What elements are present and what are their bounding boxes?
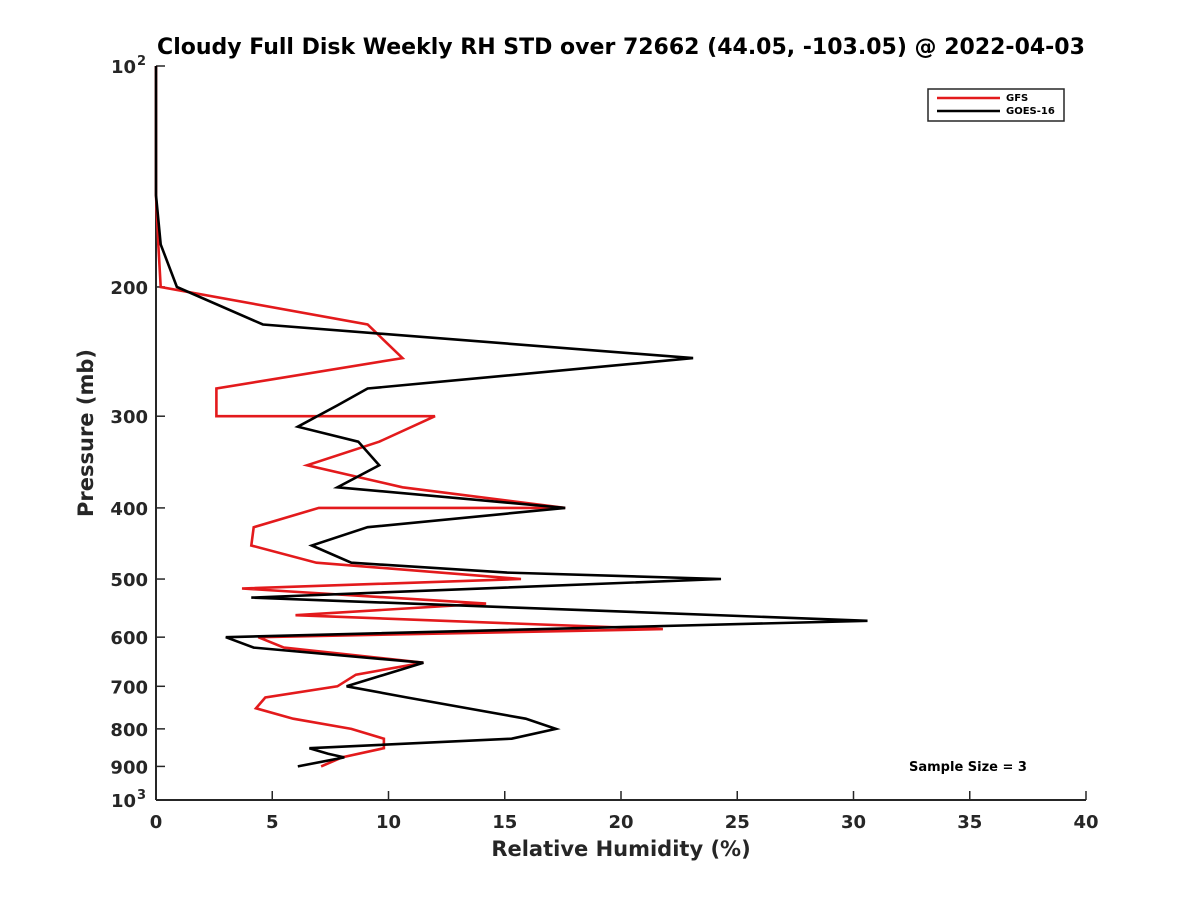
y-tick-label: 10 bbox=[111, 791, 136, 812]
series-layer bbox=[154, 66, 868, 768]
x-tick-label: 10 bbox=[376, 812, 401, 833]
y-tick-label: 500 bbox=[110, 570, 148, 591]
x-tick-label: 0 bbox=[150, 812, 163, 833]
legend-label-gfs: GFS bbox=[1006, 93, 1028, 104]
x-tick-label: 35 bbox=[957, 812, 982, 833]
series-line-goes16 bbox=[154, 66, 868, 768]
y-tick-exponent: 2 bbox=[137, 54, 146, 69]
y-tick-label: 800 bbox=[110, 720, 148, 741]
legend-label-goes16: GOES-16 bbox=[1006, 106, 1055, 117]
x-axis-title: Relative Humidity (%) bbox=[491, 837, 750, 861]
y-tick-exponent: 3 bbox=[137, 788, 146, 803]
y-axis-title: Pressure (mb) bbox=[74, 349, 98, 517]
x-tick-label: 15 bbox=[492, 812, 517, 833]
x-tick-label: 5 bbox=[266, 812, 279, 833]
y-tick-label: 900 bbox=[110, 757, 148, 778]
plot-area bbox=[155, 66, 1086, 801]
legend: GFS GOES-16 bbox=[927, 88, 1065, 122]
y-tick-label: 10 bbox=[111, 57, 136, 78]
y-tick-label: 600 bbox=[110, 628, 148, 649]
x-tick-label: 20 bbox=[608, 812, 633, 833]
series-line-gfs bbox=[154, 66, 663, 768]
x-tick-label: 25 bbox=[725, 812, 750, 833]
legend-box bbox=[927, 88, 1065, 122]
x-tick-label: 30 bbox=[841, 812, 866, 833]
x-tick-label: 40 bbox=[1073, 812, 1098, 833]
y-tick-label: 300 bbox=[110, 407, 148, 428]
y-tick-label: 200 bbox=[110, 278, 148, 299]
y-tick-label: 700 bbox=[110, 677, 148, 698]
sample-size-annotation: Sample Size = 3 bbox=[909, 760, 1027, 775]
y-tick-label: 400 bbox=[110, 499, 148, 520]
chart-title: Cloudy Full Disk Weekly RH STD over 7266… bbox=[157, 35, 1085, 60]
x-axis-ticks: 0 5 10 15 20 25 30 35 40 bbox=[150, 791, 1099, 833]
